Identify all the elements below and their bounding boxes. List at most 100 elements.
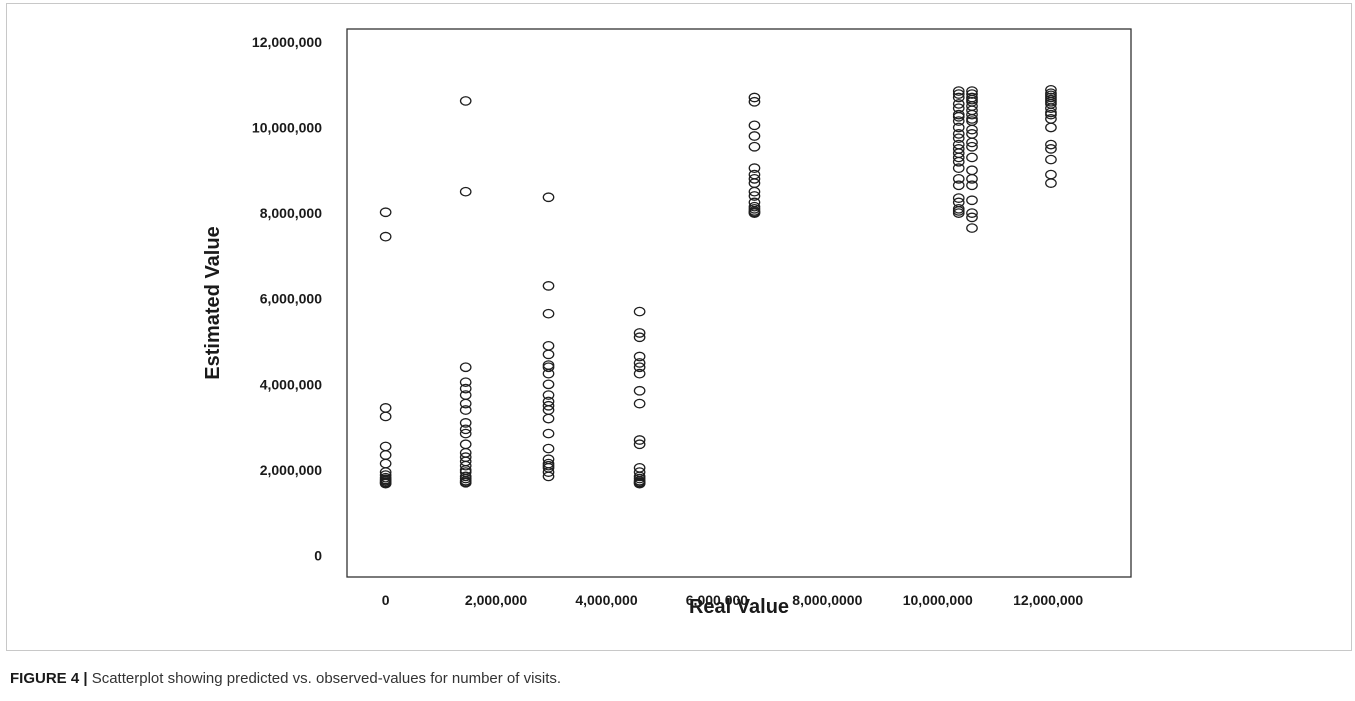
data-point — [633, 362, 646, 373]
data-point — [952, 129, 965, 139]
data-point — [1045, 139, 1057, 150]
y-tick-label: 8,000,000 — [260, 205, 322, 221]
data-point — [952, 163, 965, 173]
data-point — [633, 332, 646, 343]
caption-label: FIGURE 4 | — [10, 670, 88, 687]
y-tick-label: 6,000,000 — [260, 291, 322, 307]
x-axis: 0 2,000,000 4,000,000 6,000,000 8,000,0000 10… — [382, 592, 1084, 608]
data-point — [459, 383, 472, 394]
data-point — [966, 89, 978, 99]
data-point — [459, 96, 472, 106]
data-point — [1045, 109, 1057, 120]
data-point — [952, 122, 965, 133]
data-point — [459, 362, 472, 373]
data-point — [952, 208, 965, 218]
y-tick-label: 10,000,000 — [252, 119, 322, 135]
data-point — [966, 109, 978, 120]
data-point — [748, 131, 761, 141]
data-point — [542, 428, 555, 439]
y-tick-label: 4,000,000 — [260, 376, 322, 392]
data-point — [966, 212, 978, 223]
data-point — [459, 405, 472, 415]
data-point — [952, 89, 965, 99]
data-point — [379, 411, 392, 422]
data-point — [633, 351, 646, 362]
data-point — [748, 191, 761, 201]
data-point — [542, 192, 555, 203]
y-tick-label: 2,000,000 — [260, 462, 322, 478]
x-tick-label: 4,000,000 — [575, 592, 637, 608]
data-point — [542, 467, 555, 477]
x-tick-label: 8,000,0000 — [792, 592, 862, 608]
data-point — [542, 471, 555, 482]
data-point — [459, 428, 472, 439]
data-point — [379, 478, 392, 489]
data-point — [966, 173, 978, 184]
data-point — [966, 137, 978, 148]
data-point — [966, 223, 978, 233]
data-point — [966, 116, 978, 126]
data-point — [952, 133, 965, 144]
data-point — [633, 328, 646, 338]
data-point — [542, 443, 555, 454]
data-point — [542, 281, 555, 291]
caption-text: Scatterplot showing predicted vs. observ… — [87, 670, 562, 687]
data-point — [542, 308, 555, 319]
data-point — [952, 92, 965, 103]
data-point — [633, 478, 646, 489]
data-point — [542, 379, 555, 390]
data-point — [379, 207, 392, 218]
data-point — [633, 385, 646, 396]
data-point — [542, 349, 555, 360]
data-point — [748, 96, 761, 107]
data-point — [633, 358, 646, 368]
y-tick-label: 12,000,000 — [252, 34, 322, 50]
scatter-chart: 0 2,000,000 4,000,000 6,000,000 8,000,000 10,… — [202, 28, 1132, 618]
data-point — [952, 193, 965, 203]
data-point — [1045, 114, 1057, 124]
plot-area — [346, 28, 1132, 578]
data-point — [1045, 144, 1057, 154]
y-tick-label: 0 — [314, 548, 322, 564]
data-point — [633, 435, 646, 445]
data-point — [952, 116, 965, 126]
data-point — [542, 400, 555, 411]
data-point — [748, 173, 761, 184]
y-axis-title: Estimated Value — [202, 226, 224, 379]
y-axis: 0 2,000,000 4,000,000 6,000,000 8,000,000 10,… — [252, 34, 322, 564]
data-point — [952, 203, 965, 214]
figure-caption: FIGURE 4 | Scatterplot showing predicted… — [10, 670, 1310, 687]
data-point — [966, 195, 978, 206]
data-point — [633, 306, 646, 317]
data-point — [459, 424, 472, 435]
data-point — [1045, 103, 1057, 114]
data-point — [1045, 178, 1057, 188]
data-point — [952, 156, 965, 167]
data-point — [952, 86, 965, 96]
data-point — [1045, 84, 1057, 95]
data-point — [459, 477, 472, 488]
data-point — [1045, 92, 1057, 103]
data-point — [952, 152, 965, 163]
data-point — [966, 94, 978, 105]
data-point — [633, 439, 646, 450]
data-point — [952, 180, 965, 191]
data-point — [1045, 96, 1057, 107]
data-point — [748, 186, 761, 197]
x-tick-label: 0 — [382, 592, 390, 608]
data-point — [952, 111, 965, 122]
data-point — [966, 180, 978, 191]
x-tick-label: 6,000,000 — [686, 592, 748, 608]
data-point — [748, 92, 761, 103]
figure-frame — [6, 3, 1352, 651]
data-point — [748, 163, 761, 173]
x-tick-label: 12,000,000 — [1013, 592, 1083, 608]
data-point — [952, 99, 965, 109]
data-point — [633, 368, 646, 379]
data-point — [966, 152, 978, 163]
data-point — [459, 418, 472, 428]
data-point — [966, 208, 978, 218]
data-point — [459, 186, 472, 197]
x-tick-label: 2,000,000 — [465, 592, 527, 608]
data-point — [459, 398, 472, 409]
